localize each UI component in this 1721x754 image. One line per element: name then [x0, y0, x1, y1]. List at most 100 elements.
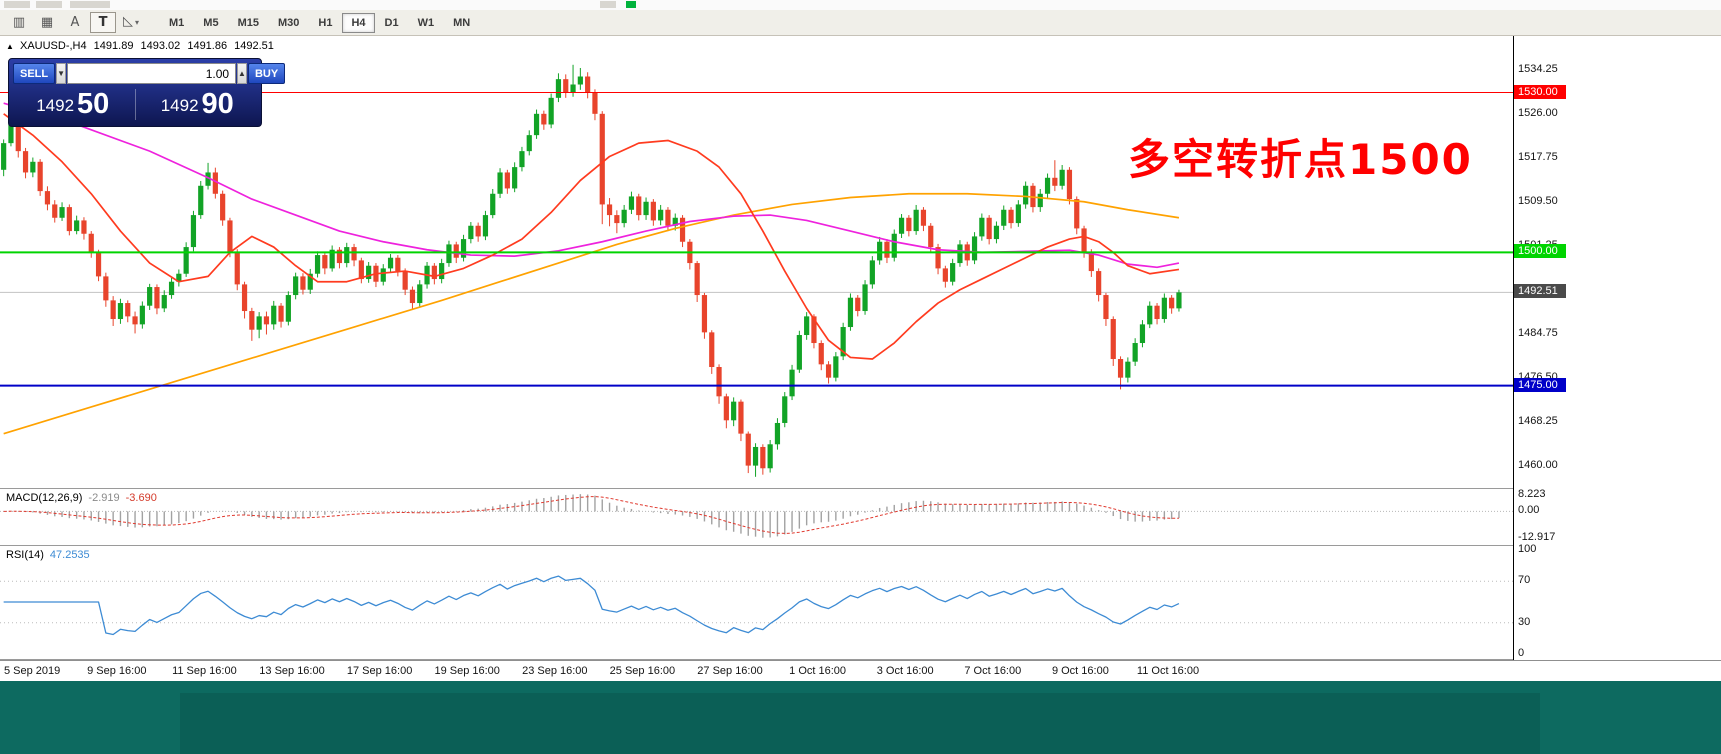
time-label: 13 Sep 16:00: [259, 665, 325, 677]
toolbar-fragment: [600, 1, 616, 8]
macd-canvas[interactable]: [0, 489, 1513, 546]
background-window: [180, 693, 1540, 754]
top-window-strip: [0, 0, 1721, 10]
timeframe-h4[interactable]: H4: [342, 12, 375, 33]
time-label: 11 Sep 16:00: [172, 665, 237, 677]
macd-header: MACD(12,26,9) -2.919 -3.690: [6, 492, 157, 504]
macd-axis-label: 8.223: [1518, 487, 1546, 500]
time-label: 27 Sep 16:00: [697, 665, 763, 677]
macd-title: MACD(12,26,9): [6, 492, 83, 504]
timeframe-m1[interactable]: M1: [160, 13, 193, 33]
symbol-label: XAUUSD-,H4: [19, 40, 87, 52]
buy-button[interactable]: BUY: [247, 63, 286, 84]
time-label: 1 Oct 16:00: [789, 665, 847, 677]
time-axis[interactable]: 5 Sep 2019 9 Sep 16:00 11 Sep 16:00 13 Sep …: [0, 660, 1721, 681]
price-tick: 1509.50: [1518, 194, 1558, 207]
rsi-indicator-panel[interactable]: RSI(14) 47.2535: [0, 546, 1513, 659]
quote-divider: [134, 89, 136, 120]
macd-axis-label: -12.917: [1518, 530, 1556, 543]
rsi-axis-label: 70: [1518, 574, 1531, 587]
timeframe-mn[interactable]: MN: [444, 13, 479, 33]
price-axis-border: [1513, 36, 1514, 660]
price-tick: 1468.25: [1518, 414, 1558, 427]
volume-input[interactable]: [67, 63, 237, 84]
ohlc-open: 1491.89: [93, 40, 134, 52]
price-tick: 1517.75: [1518, 150, 1558, 163]
timeframe-h1[interactable]: H1: [309, 13, 341, 33]
timeframe-m5[interactable]: M5: [194, 13, 227, 33]
timeframe-w1[interactable]: W1: [409, 13, 444, 33]
time-label: 3 Oct 16:00: [876, 665, 934, 677]
one-click-trading-panel: SELL ▼ ▲ BUY 1492 50 1492 90: [8, 58, 286, 127]
drawing-tools-group: ▥ ▦ A T ◺ ▾: [6, 12, 146, 33]
chart-window: ▲ XAUUSD-,H4 1491.89 1493.02 1491.86 149…: [0, 36, 1721, 681]
sell-price-pips: 50: [77, 88, 110, 120]
volume-decrease-button[interactable]: ▼: [56, 63, 67, 84]
time-label: 9 Oct 16:00: [1051, 665, 1109, 677]
macd-axis-label: 0.00: [1518, 504, 1540, 517]
ohlc-high: 1493.02: [140, 40, 181, 52]
triangle-icon: ▲: [6, 42, 14, 51]
price-tick: 1460.00: [1518, 458, 1558, 471]
dropdown-caret-icon: ▾: [134, 18, 139, 27]
desktop-background: [0, 681, 1721, 754]
volume-increase-button[interactable]: ▲: [237, 63, 247, 84]
price-tick: 1526.00: [1518, 106, 1558, 119]
text-label-icon[interactable]: T: [90, 12, 116, 33]
sell-price-main: 1492: [36, 96, 75, 115]
time-label: 25 Sep 16:00: [609, 665, 676, 677]
main-chart-area[interactable]: ▲ XAUUSD-,H4 1491.89 1493.02 1491.86 149…: [0, 36, 1513, 488]
time-label: 23 Sep 16:00: [522, 665, 588, 677]
time-label: 5 Sep 2019: [4, 665, 61, 677]
panel-separator[interactable]: [0, 545, 1721, 546]
rsi-header: RSI(14) 47.2535: [6, 549, 90, 561]
main-chart-canvas[interactable]: [0, 36, 1513, 488]
chart-annotation[interactable]: 多空转折点1500: [1128, 135, 1473, 184]
rsi-value: 47.2535: [49, 549, 90, 561]
price-axis[interactable]: 1534.251526.001517.751509.501501.251484.…: [1514, 36, 1721, 660]
grid-chart-icon[interactable]: ▦: [34, 12, 60, 33]
buy-price[interactable]: 1492 90: [138, 87, 258, 122]
rsi-axis-label: 30: [1518, 615, 1531, 628]
price-level-tag: 1500.00: [1514, 244, 1566, 259]
shapes-icon[interactable]: ◺ ▾: [118, 12, 144, 33]
rsi-title: RSI(14): [6, 549, 44, 561]
rsi-axis-label: 0: [1518, 647, 1525, 659]
price-tick: 1534.25: [1518, 62, 1558, 75]
panel-separator[interactable]: [0, 659, 1721, 660]
sell-button[interactable]: SELL: [13, 63, 56, 84]
price-level-tag: 1530.00: [1514, 84, 1566, 99]
time-label: 11 Oct 16:00: [1136, 665, 1200, 677]
quote-row: 1492 50 1492 90: [13, 87, 257, 122]
time-label: 17 Sep 16:00: [346, 665, 413, 677]
macd-indicator-panel[interactable]: MACD(12,26,9) -2.919 -3.690: [0, 489, 1513, 546]
bar-chart-icon[interactable]: ▥: [6, 12, 32, 33]
ohlc-low: 1491.86: [187, 40, 228, 52]
sell-price[interactable]: 1492 50: [13, 87, 133, 122]
macd-main-value: -2.919: [88, 492, 120, 504]
toolbar-fragment: [70, 1, 110, 8]
price-tick: 1484.75: [1518, 326, 1558, 339]
toolbar: ▥ ▦ A T ◺ ▾ M1 M5 M15 M30 H1 H4 D1 W1 MN: [0, 10, 1721, 36]
time-label: 9 Sep 16:00: [87, 665, 147, 677]
toolbar-fragment: [36, 1, 62, 8]
time-label: 19 Sep 16:00: [434, 665, 500, 677]
panel-separator[interactable]: [0, 488, 1721, 489]
buy-price-main: 1492: [160, 96, 199, 115]
time-label: 7 Oct 16:00: [964, 665, 1022, 677]
toolbar-fragment: [4, 1, 30, 8]
text-a-icon[interactable]: A: [62, 12, 88, 33]
green-indicator-fragment: [626, 1, 636, 8]
order-entry-row: SELL ▼ ▲ BUY: [13, 63, 286, 84]
macd-signal-value: -3.690: [125, 492, 157, 504]
timeframe-group: M1 M5 M15 M30 H1 H4 D1 W1 MN: [160, 12, 480, 33]
price-level-tag: 1475.00: [1514, 377, 1566, 392]
buy-price-pips: 90: [201, 88, 234, 120]
symbol-ohlc-line: ▲ XAUUSD-,H4 1491.89 1493.02 1491.86 149…: [6, 40, 278, 52]
timeframe-m15[interactable]: M15: [229, 13, 268, 33]
ohlc-close: 1492.51: [234, 40, 274, 52]
rsi-canvas[interactable]: [0, 546, 1513, 659]
timeframe-m30[interactable]: M30: [269, 13, 308, 33]
timeframe-d1[interactable]: D1: [376, 13, 408, 33]
rsi-axis-label: 100: [1518, 543, 1537, 555]
